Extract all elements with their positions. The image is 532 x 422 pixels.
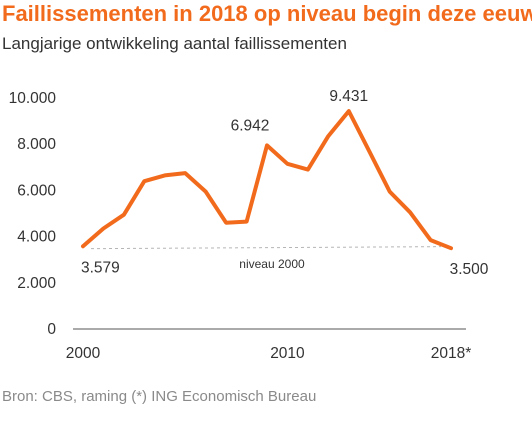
chart-subtitle: Langjarige ontwikkeling aantal faillisse…	[2, 34, 347, 53]
x-tick-label: 2018*	[431, 345, 472, 362]
y-tick-label: 10.000	[9, 90, 57, 107]
y-tick-label: 0	[47, 321, 56, 338]
y-tick-label: 4.000	[17, 229, 56, 246]
data-label: 3.500	[450, 261, 489, 278]
reference-line-label: niveau 2000	[239, 257, 305, 271]
chart-title: Faillissementen in 2018 op niveau begin …	[2, 1, 532, 26]
source-note: Bron: CBS, raming (*) ING Economisch Bur…	[2, 388, 317, 405]
reference-line	[90, 246, 442, 250]
series-line	[81, 109, 453, 251]
data-label: 6.942	[231, 117, 270, 134]
data-label: 3.579	[81, 259, 120, 276]
y-tick-label: 8.000	[17, 136, 56, 153]
x-tick-label: 2000	[66, 345, 101, 362]
y-tick-label: 6.000	[17, 182, 56, 199]
data-label: 9.431	[329, 88, 368, 105]
x-tick-label: 2010	[270, 345, 305, 362]
y-tick-label: 2.000	[17, 275, 56, 292]
